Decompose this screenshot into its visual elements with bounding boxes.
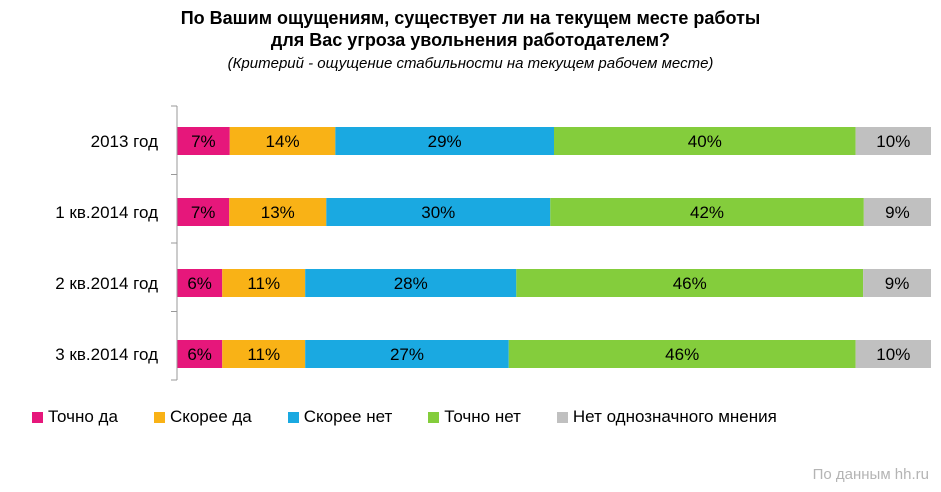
bar-segment-4-5 <box>855 340 931 368</box>
data-label-2-5: 9% <box>885 203 910 222</box>
category-label-3: 2 кв.2014 год <box>55 274 158 293</box>
data-label-2-3: 30% <box>421 203 455 222</box>
bar-segment-1-5 <box>855 127 931 155</box>
legend-label-4: Точно нет <box>444 407 521 426</box>
data-label-2-4: 42% <box>690 203 724 222</box>
bar-segment-3-1 <box>177 269 223 297</box>
legend-item-1: Точно да <box>32 407 118 427</box>
stacked-bar-chart: 7% 14% 29% 40% 10% 2013 год 7% 13% 30% 42% 9% 1 кв.… <box>55 105 931 381</box>
source-note: По данным hh.ru <box>812 466 929 483</box>
data-label-4-1: 6% <box>187 345 212 364</box>
bar-segment-2-5 <box>863 198 931 226</box>
bar-segment-1-3 <box>335 127 554 155</box>
bar-segment-4-1 <box>177 340 223 368</box>
legend-label-5: Нет однозначного мнения <box>572 407 777 426</box>
data-label-1-3: 29% <box>428 132 462 151</box>
data-label-1-4: 40% <box>688 132 722 151</box>
legend-item-3: Скорее нет <box>287 407 393 427</box>
data-label-3-5: 9% <box>885 274 910 293</box>
data-label-3-3: 28% <box>394 274 428 293</box>
data-label-4-3: 27% <box>390 345 424 364</box>
legend-label-1: Точно да <box>48 407 118 426</box>
bar-segment-3-2 <box>222 269 306 297</box>
bar-segment-1-2 <box>229 127 336 155</box>
legend-swatch-2 <box>153 411 165 423</box>
category-label-4: 3 кв.2014 год <box>55 345 158 364</box>
legend-item-4: Точно нет <box>428 407 521 427</box>
data-label-3-4: 46% <box>673 274 707 293</box>
data-label-2-1: 7% <box>191 203 216 222</box>
data-label-2-2: 13% <box>261 203 295 222</box>
category-label-2: 1 кв.2014 год <box>55 203 158 222</box>
data-label-4-5: 10% <box>876 345 910 364</box>
bar-segment-3-5 <box>863 269 931 297</box>
legend-label-2: Скорее да <box>169 407 252 426</box>
legend-swatch-4 <box>428 411 440 423</box>
data-label-1-1: 7% <box>191 132 216 151</box>
data-label-1-2: 14% <box>266 132 300 151</box>
data-label-4-4: 46% <box>665 345 699 364</box>
bar-segment-4-2 <box>222 340 306 368</box>
chart-legend: Точно да Скорее да Скорее нет Точно нет Нет … <box>32 404 813 430</box>
data-label-3-2: 11% <box>247 274 280 293</box>
bar-segment-4-3 <box>305 340 509 368</box>
data-label-3-1: 6% <box>187 274 212 293</box>
legend-swatch-1 <box>32 411 43 423</box>
chart-title-line-2: для Вас угроза увольнения работодателем? <box>270 30 671 50</box>
bar-segment-2-2 <box>229 198 327 226</box>
bar-segment-4-4 <box>508 340 856 368</box>
chart-title-line-1: По Вашим ощущениям, существует ли на тек… <box>180 8 761 28</box>
legend-label-3: Скорее нет <box>303 407 393 426</box>
category-label-1: 2013 год <box>91 132 158 151</box>
bar-segment-1-4 <box>554 127 856 155</box>
legend-item-5: Нет однозначного мнения <box>556 407 777 427</box>
bar-segment-3-4 <box>516 269 864 297</box>
bar-segment-2-1 <box>177 198 230 226</box>
data-label-4-2: 11% <box>247 345 280 364</box>
data-label-1-5: 10% <box>876 132 910 151</box>
legend-swatch-5 <box>556 411 568 423</box>
legend-swatch-3 <box>287 411 299 423</box>
bar-segment-2-4 <box>550 198 864 226</box>
chart-subtitle: (Критерий - ощущение стабильности на тек… <box>227 55 714 72</box>
bar-segment-1-1 <box>177 127 230 155</box>
legend-item-2: Скорее да <box>153 407 252 427</box>
bar-segment-2-3 <box>326 198 551 226</box>
bar-segment-3-3 <box>305 269 517 297</box>
